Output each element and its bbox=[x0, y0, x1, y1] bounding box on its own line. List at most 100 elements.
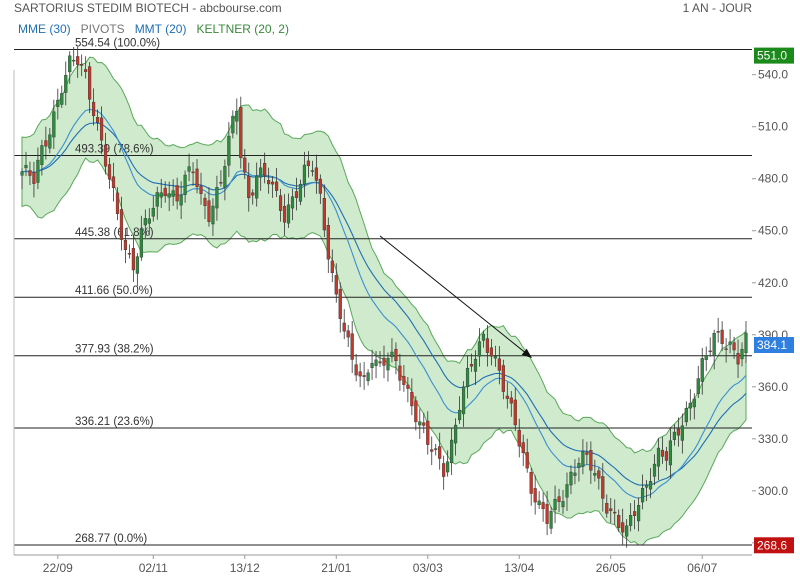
candle-body bbox=[227, 135, 231, 166]
candle-body bbox=[732, 342, 736, 351]
candle-body bbox=[294, 191, 299, 198]
y-tick-label: 360.0 bbox=[758, 380, 788, 394]
candle-body bbox=[330, 260, 334, 274]
y-tick-label: 510.0 bbox=[758, 120, 788, 134]
candle-body bbox=[378, 361, 382, 364]
legend-item: PIVOTS bbox=[80, 22, 125, 36]
candle-body bbox=[461, 386, 466, 415]
candle-body bbox=[382, 358, 386, 366]
legend-item: MME (30) bbox=[18, 22, 71, 36]
candle-body bbox=[247, 175, 251, 199]
candle-body bbox=[589, 450, 593, 471]
candle-body bbox=[505, 395, 509, 399]
candle-body bbox=[430, 449, 434, 452]
legend-item: KELTNER (20, 2) bbox=[196, 22, 289, 36]
candle-body bbox=[672, 431, 676, 440]
candle-body bbox=[151, 207, 155, 217]
candle-body bbox=[744, 332, 748, 353]
candle-body bbox=[159, 192, 163, 198]
candle-body bbox=[481, 333, 486, 341]
fib-level-label: 336.21 (23.6%) bbox=[75, 416, 154, 428]
candle-body bbox=[529, 472, 533, 494]
x-tick-label: 02/11 bbox=[139, 561, 168, 575]
candle-body bbox=[119, 209, 124, 240]
candle-body bbox=[374, 359, 378, 366]
candle-body bbox=[275, 181, 279, 191]
candle-body bbox=[720, 329, 724, 344]
candle-body bbox=[613, 511, 617, 514]
candle-body bbox=[251, 192, 255, 196]
candle-body bbox=[32, 172, 36, 184]
candle-body bbox=[334, 275, 338, 295]
y-tick-label: 480.0 bbox=[758, 172, 788, 186]
candle-body bbox=[20, 171, 24, 176]
candle-body bbox=[541, 502, 545, 510]
candle-body bbox=[267, 180, 271, 185]
candle-body bbox=[322, 197, 326, 231]
candle-body bbox=[469, 364, 474, 367]
candle-body bbox=[704, 355, 708, 360]
candle-body bbox=[656, 447, 661, 467]
fib-level-label: 445.38 (61.8%) bbox=[75, 227, 154, 239]
candle-body bbox=[418, 421, 422, 426]
candle-body bbox=[318, 178, 322, 194]
period-selector[interactable]: 1 AN - JOUR bbox=[682, 1, 752, 15]
candle-body bbox=[314, 167, 318, 181]
candle-body bbox=[99, 117, 104, 141]
candle-body bbox=[601, 476, 605, 499]
y-tick-label: 450.0 bbox=[758, 224, 788, 238]
y-tick-label: 420.0 bbox=[758, 276, 788, 290]
price-tag bbox=[754, 47, 794, 64]
candle-body bbox=[509, 397, 513, 404]
candle-body bbox=[716, 331, 720, 333]
candle-body bbox=[668, 440, 673, 466]
candle-body bbox=[581, 451, 585, 467]
candle-body bbox=[111, 176, 116, 189]
fib-level-label: 554.54 (100.0%) bbox=[75, 37, 160, 49]
candle-body bbox=[103, 144, 108, 167]
candle-body bbox=[493, 356, 497, 359]
mme-30-line bbox=[21, 122, 747, 486]
candle-body bbox=[708, 350, 712, 353]
candle-body bbox=[64, 74, 68, 93]
candle-body bbox=[712, 333, 716, 356]
candle-body bbox=[191, 171, 195, 174]
candle-body bbox=[175, 185, 179, 202]
candle-body bbox=[450, 439, 454, 464]
candle-body bbox=[442, 463, 446, 477]
candle-body bbox=[549, 511, 553, 529]
candle-body bbox=[676, 428, 680, 436]
candle-body bbox=[517, 429, 521, 447]
candle-body bbox=[477, 341, 482, 357]
candle-body bbox=[235, 110, 239, 122]
candle-body bbox=[28, 170, 32, 176]
candle-body bbox=[593, 473, 597, 476]
candle-body bbox=[565, 484, 569, 498]
candle-body bbox=[107, 164, 112, 180]
candle-body bbox=[259, 167, 263, 178]
candle-body bbox=[286, 204, 291, 224]
candle-body bbox=[525, 452, 529, 469]
candle-body bbox=[644, 484, 649, 488]
mmt-20-line bbox=[21, 108, 747, 499]
candle-body bbox=[438, 446, 442, 459]
candle-body bbox=[342, 322, 346, 332]
legend-item: MMT (20) bbox=[134, 22, 187, 36]
candle-body bbox=[465, 367, 470, 388]
candle-body bbox=[513, 399, 517, 426]
candle-body bbox=[68, 55, 72, 73]
candle-body bbox=[501, 365, 505, 392]
candle-body bbox=[80, 64, 84, 66]
keltner-band bbox=[21, 56, 747, 546]
candle-body bbox=[660, 449, 665, 457]
chart-title: SARTORIUS STEDIM BIOTECH - abcbourse.com bbox=[14, 1, 282, 15]
candle-body bbox=[52, 111, 56, 138]
candle-body bbox=[629, 515, 633, 526]
candle-body bbox=[680, 425, 684, 441]
candle-body bbox=[306, 160, 311, 167]
candle-body bbox=[394, 348, 398, 362]
candle-body bbox=[298, 183, 303, 202]
candle-body bbox=[123, 239, 128, 251]
candle-body bbox=[358, 371, 362, 377]
